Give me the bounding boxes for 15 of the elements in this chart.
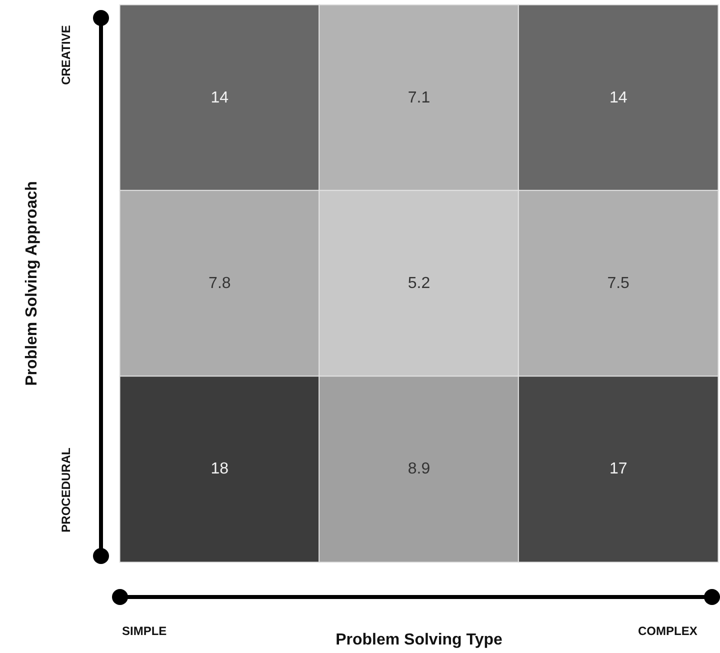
data-label: 8.9 xyxy=(408,460,430,478)
data-label: 17 xyxy=(609,460,628,478)
text: COMPLEX xyxy=(638,624,698,638)
text: CREATIVE xyxy=(59,25,73,85)
data-label: 5.2 xyxy=(408,275,430,292)
data-label: 14 xyxy=(609,89,628,106)
text: SIMPLE xyxy=(122,624,167,638)
data-label: 7.8 xyxy=(208,275,231,292)
data-label: 18 xyxy=(210,460,229,478)
data-label: 7.5 xyxy=(607,275,630,292)
x-axis-title: Problem Solving Type xyxy=(336,632,503,648)
data-label: 7.1 xyxy=(408,89,430,106)
y-axis-title: Problem Solving Approach xyxy=(24,181,40,386)
text: PROCEDURAL xyxy=(59,448,73,532)
data-label: 14 xyxy=(210,89,229,106)
